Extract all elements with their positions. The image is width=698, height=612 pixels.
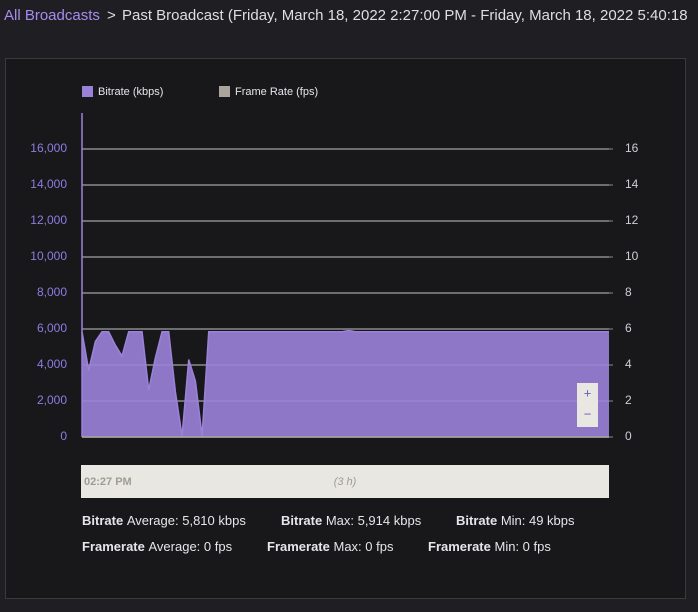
y-tick-label: 2,000 (37, 393, 67, 407)
y2-tick-label: 12 (625, 213, 639, 227)
y2-tick-label: 2 (625, 393, 632, 407)
stat: Bitrate Min: 49 kbps (456, 513, 575, 528)
breadcrumb-separator: > (107, 7, 116, 24)
stat-value: Average: 5,810 kbps (127, 513, 247, 528)
stat-label: Framerate (428, 539, 491, 554)
stat: Bitrate Max: 5,914 kbps (281, 513, 422, 528)
stat-label: Framerate (267, 539, 330, 554)
y2-tick-label: 0 (625, 429, 632, 443)
y-tick-label: 16,000 (30, 141, 67, 155)
y-tick-label: 14,000 (30, 177, 67, 191)
breadcrumb-current: Past Broadcast (Friday, March 18, 2022 2… (122, 7, 688, 24)
zoom-button[interactable]: + (584, 385, 592, 400)
navigator-start: 02:27 PM (84, 476, 132, 488)
stat: Framerate Average: 0 fps (82, 539, 233, 554)
stat-label: Bitrate (456, 513, 497, 528)
navigator-span: (3 h) (334, 476, 357, 488)
y-tick-label: 12,000 (30, 213, 67, 227)
stat: Framerate Max: 0 fps (267, 539, 394, 554)
legend-swatch (82, 86, 93, 97)
y-tick-label: 8,000 (37, 285, 67, 299)
y2-tick-label: 10 (625, 249, 639, 263)
zoom-button[interactable]: − (584, 406, 592, 421)
y-tick-label: 10,000 (30, 249, 67, 263)
area (82, 330, 609, 437)
stat: Bitrate Average: 5,810 kbps (82, 513, 246, 528)
stat-value: Max: 0 fps (334, 539, 394, 554)
stat-label: Bitrate (281, 513, 322, 528)
stat-label: Framerate (82, 539, 145, 554)
stat-value: Min: 49 kbps (501, 513, 575, 528)
legend-label: Frame Rate (fps) (235, 86, 318, 98)
stat-value: Average: 0 fps (149, 539, 233, 554)
breadcrumb-link[interactable]: All Broadcasts (4, 7, 100, 24)
stat: Framerate Min: 0 fps (428, 539, 551, 554)
stat-value: Min: 0 fps (495, 539, 552, 554)
y-tick-label: 6,000 (37, 321, 67, 335)
y2-tick-label: 14 (625, 177, 639, 191)
stat-value: Max: 5,914 kbps (326, 513, 422, 528)
stat-label: Bitrate (82, 513, 123, 528)
line (81, 329, 609, 437)
navigator[interactable] (81, 465, 609, 498)
zoom-panel (577, 383, 598, 427)
y2-tick-label: 4 (625, 357, 632, 371)
y2-tick-label: 8 (625, 285, 632, 299)
y2-tick-label: 16 (625, 141, 639, 155)
y-tick-label: 4,000 (37, 357, 67, 371)
legend-swatch (219, 86, 230, 97)
y2-tick-label: 6 (625, 321, 632, 335)
y-tick-label: 0 (60, 429, 67, 443)
legend-label: Bitrate (kbps) (98, 86, 163, 98)
